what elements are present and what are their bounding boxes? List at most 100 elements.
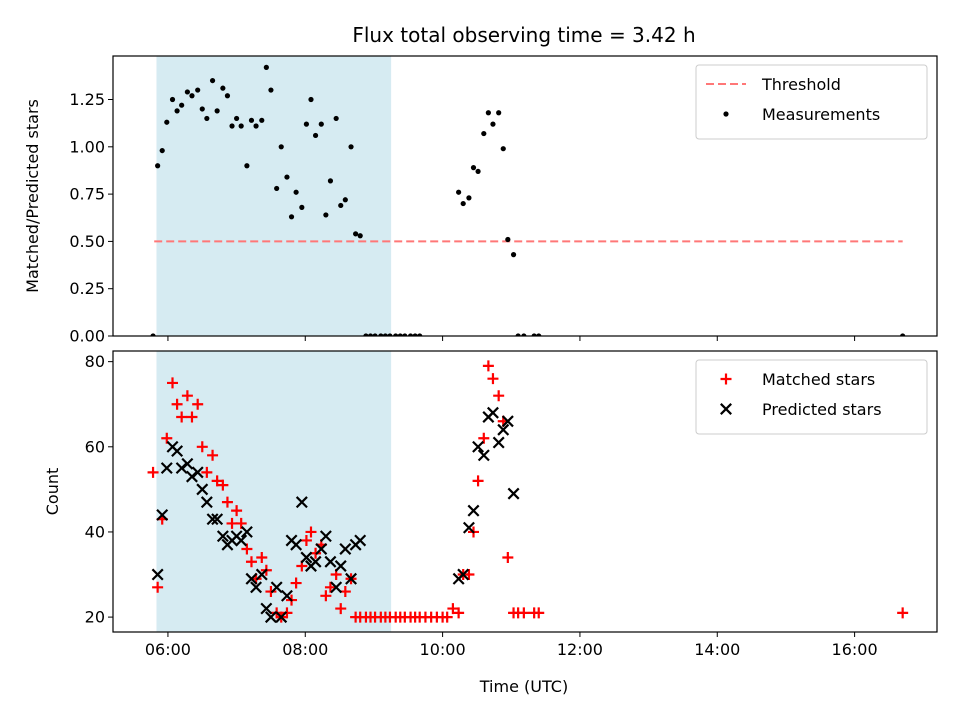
measurements-point [244, 163, 250, 169]
matched-stars-point [518, 607, 530, 619]
predicted-stars-point [330, 581, 343, 594]
matched-stars-point [482, 360, 494, 372]
measurements-point [169, 96, 176, 103]
measurements-point [284, 174, 290, 180]
measurements-point [367, 333, 374, 336]
measurements-point [299, 204, 305, 210]
measurements-point [327, 178, 334, 184]
predicted-stars-point [280, 589, 293, 602]
measurements-point [338, 202, 344, 209]
matched-stars-point [478, 432, 490, 444]
measurements-point [288, 214, 295, 220]
measurements-point [224, 93, 231, 99]
predicted-stars-point [497, 423, 510, 436]
measurements-point [393, 333, 399, 336]
data-points [150, 64, 906, 336]
plot-panels: 0.00 0.25 0.50 0.75 1.00 1.25 Matched/Predicte… [23, 55, 938, 659]
predicted-stars-point [181, 457, 194, 470]
predicted-stars-point [171, 445, 184, 458]
matched-stars-point [324, 581, 336, 593]
predicted-stars-point [275, 611, 288, 624]
measurements-point [475, 168, 481, 175]
matched-stars-point [196, 441, 208, 453]
x-axis-label: Time (UTC) [479, 677, 568, 696]
measurements-point [164, 119, 170, 125]
matched-stars-point [186, 411, 198, 423]
chart-title: Flux total observing time = 3.42 h [352, 23, 695, 47]
matched-stars-point [487, 373, 499, 385]
measurements-point [521, 333, 527, 336]
predicted-stars-point [255, 568, 268, 581]
observing-window-shade [156, 56, 392, 336]
matched-stars-point [235, 517, 247, 529]
matched-stars-point [335, 603, 347, 615]
measurements-point [229, 123, 235, 129]
panel-ratio: 0.00 0.25 0.50 0.75 1.00 1.25 Matched/Predicte… [23, 55, 938, 346]
matched-stars-point [493, 390, 505, 402]
legend: Matched stars Predicted stars [695, 359, 928, 435]
matched-stars-point [176, 411, 188, 423]
measurements-point [159, 147, 165, 154]
measurements-point [268, 87, 274, 93]
matched-stars-point [256, 551, 268, 563]
y-tick-label: 0.00 [69, 327, 105, 346]
measurements-point [323, 212, 329, 218]
measurements-point [179, 102, 185, 108]
predicted-stars-point [156, 508, 169, 521]
measurements-point [412, 333, 418, 336]
predicted-stars-point [260, 602, 273, 615]
measurements-point [485, 110, 491, 116]
measurements-point [372, 333, 378, 336]
measurements-point [407, 333, 414, 336]
measurements-point [417, 333, 423, 336]
measurements-point [195, 87, 201, 93]
y-tick-label: 0.75 [69, 185, 105, 204]
data-points [147, 360, 909, 624]
matched-stars-point [171, 398, 183, 410]
y-tick-label: 20 [85, 608, 105, 627]
measurements-point [253, 123, 259, 129]
legend-swatch [720, 373, 732, 385]
measurements-point [199, 106, 205, 112]
matched-stars-point [533, 607, 545, 619]
measurements-point [259, 117, 265, 123]
measurements-point [496, 110, 502, 116]
measurements-point [174, 108, 180, 114]
measurements-point [189, 93, 195, 99]
y-axis-label: Matched/Predicted stars [23, 99, 42, 293]
measurements-point [234, 115, 240, 122]
measurements-point [505, 236, 511, 243]
y-tick-label: 0.25 [69, 279, 105, 298]
measurements-point [357, 233, 363, 239]
measurements-point [209, 77, 216, 84]
predicted-stars-point [290, 538, 303, 551]
measurements-point [456, 189, 462, 195]
measurements-point [263, 64, 269, 70]
measurements-point [460, 200, 466, 207]
matched-stars-point [181, 390, 193, 402]
predicted-stars-point [211, 513, 224, 526]
matched-stars-point [290, 577, 302, 589]
y-tick-label: 80 [85, 352, 105, 371]
predicted-stars-point [270, 581, 283, 594]
predicted-stars-point [200, 496, 213, 509]
predicted-stars-point [160, 462, 173, 475]
measurements-point [308, 96, 314, 103]
measurements-point [900, 333, 906, 336]
measurements-point [490, 121, 496, 127]
predicted-stars-point [315, 542, 328, 555]
measurements-point [387, 333, 393, 336]
matched-stars-point [463, 569, 475, 581]
matched-stars-point [147, 466, 159, 478]
legend-label: Predicted stars [762, 400, 882, 419]
matched-stars-point [201, 466, 213, 478]
matched-stars-point [192, 398, 204, 410]
predicted-stars-point [319, 530, 332, 543]
y-tick-label: 0.50 [69, 232, 105, 251]
predicted-stars-point [324, 555, 337, 568]
matched-stars-point [221, 496, 233, 508]
predicted-stars-point [501, 415, 514, 428]
y-axis-label: Count [43, 468, 62, 516]
matched-stars-point [245, 556, 257, 568]
predicted-stars-point [486, 406, 499, 419]
